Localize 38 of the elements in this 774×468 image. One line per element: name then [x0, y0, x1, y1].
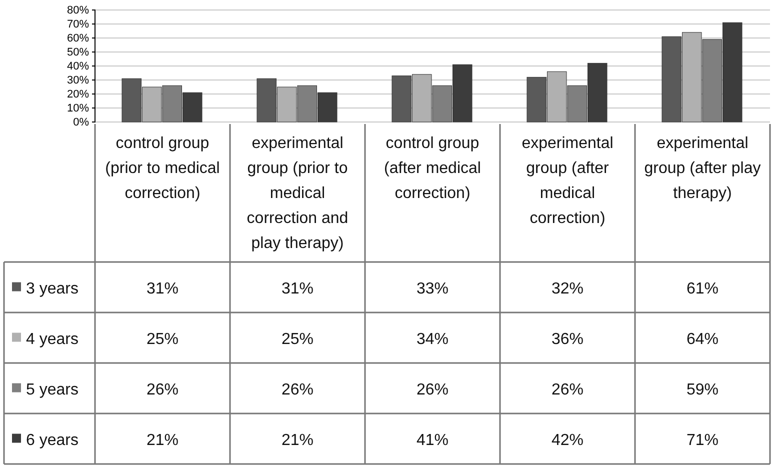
data-label: 71%	[686, 432, 719, 449]
data-label: 26%	[551, 381, 584, 398]
data-label: 25%	[146, 330, 179, 348]
data-label: 36%	[551, 330, 584, 348]
y-tick-label: 50%	[66, 46, 90, 59]
y-tick-label: 80%	[66, 4, 90, 17]
y-tick-label: 40%	[66, 60, 90, 73]
data-label: 61%	[686, 280, 719, 298]
legend-label: 6 years	[26, 432, 78, 449]
data-label: 31%	[146, 280, 179, 298]
data-label: 26%	[281, 381, 314, 398]
data-label: 26%	[416, 381, 449, 398]
x-tick-label: control group (after medical correction)	[384, 135, 481, 202]
y-tick-label: 10%	[66, 102, 90, 115]
data-label: 25%	[281, 330, 314, 348]
x-tick-label: experimental group (prior to medical correction and play therapy)	[246, 135, 348, 252]
data-label: 26%	[146, 381, 179, 398]
y-tick-label: 20%	[66, 88, 90, 101]
data-label: 32%	[551, 280, 584, 298]
y-tick-label: 30%	[66, 74, 90, 87]
data-label: 31%	[281, 280, 314, 298]
data-label: 64%	[686, 330, 719, 348]
legend-label: 3 years	[26, 280, 78, 298]
x-tick-label: experimental group (after play therapy)	[644, 135, 761, 202]
legend-label: 4 years	[26, 330, 78, 348]
data-label: 33%	[416, 280, 449, 298]
y-tick-label: 60%	[66, 32, 90, 45]
data-label: 21%	[281, 432, 314, 449]
legend-label: 5 years	[26, 381, 78, 398]
data-label: 42%	[551, 432, 584, 449]
x-tick-label: experimental group (after medical correction)	[522, 135, 614, 227]
data-label: 21%	[146, 432, 179, 449]
data-label: 34%	[416, 330, 449, 348]
x-tick-label: control group (prior to medical correction)	[105, 135, 220, 202]
data-label: 59%	[686, 381, 719, 398]
y-tick-label: 70%	[66, 18, 90, 31]
data-label: 41%	[416, 432, 449, 449]
y-tick-label: 0%	[73, 116, 90, 129]
